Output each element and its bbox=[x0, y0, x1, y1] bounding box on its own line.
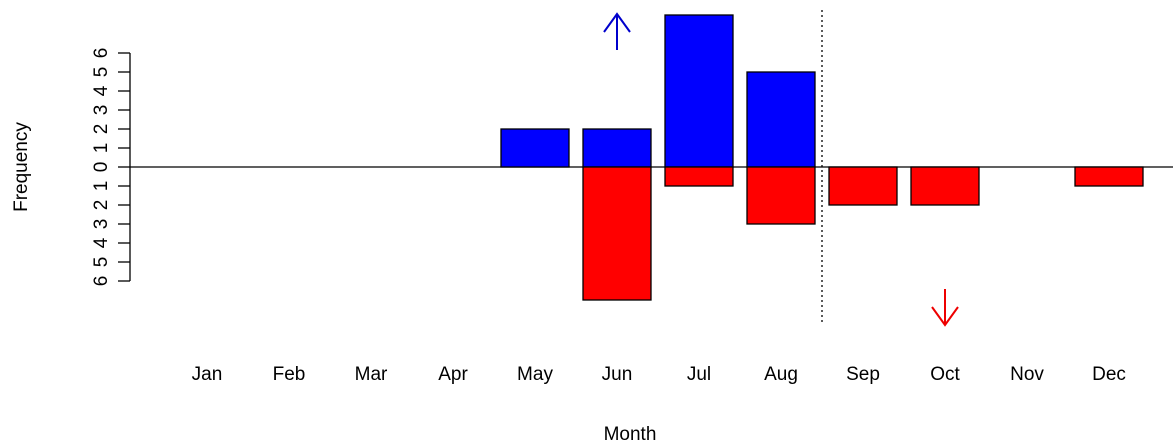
x-tick-label: Jan bbox=[192, 364, 223, 385]
down-arrow bbox=[931, 289, 959, 327]
bar bbox=[746, 71, 816, 168]
x-tick-label: Feb bbox=[273, 364, 306, 385]
x-tick-label: Mar bbox=[355, 364, 388, 385]
x-tick-label: Aug bbox=[764, 364, 798, 385]
x-tick-label: Nov bbox=[1010, 364, 1044, 385]
bar bbox=[582, 166, 652, 301]
x-tick-label: Oct bbox=[930, 364, 960, 385]
bar bbox=[1074, 166, 1144, 187]
bar bbox=[664, 14, 734, 168]
bar bbox=[582, 128, 652, 168]
x-tick-label: Jun bbox=[602, 364, 633, 385]
bar bbox=[664, 166, 734, 187]
y-tick-label: 4 bbox=[91, 85, 112, 96]
y-tick-label: 5 bbox=[91, 67, 112, 78]
y-tick-label: 6 bbox=[91, 276, 112, 287]
y-tick-label: 1 bbox=[91, 143, 112, 154]
y-tick-label: 3 bbox=[91, 219, 112, 230]
up-arrow bbox=[603, 12, 631, 50]
y-axis-label: Frequency bbox=[11, 122, 32, 212]
y-tick-label: 1 bbox=[91, 181, 112, 192]
x-tick-label: May bbox=[517, 364, 553, 385]
x-tick-label: Sep bbox=[846, 364, 880, 385]
y-tick-label: 5 bbox=[91, 257, 112, 268]
y-tick-label: 2 bbox=[91, 200, 112, 211]
bar bbox=[910, 166, 980, 206]
y-tick-label: 0 bbox=[91, 162, 112, 173]
bar bbox=[500, 128, 570, 168]
y-tick-label: 3 bbox=[91, 105, 112, 116]
x-tick-label: Dec bbox=[1092, 364, 1126, 385]
y-tick-label: 2 bbox=[91, 124, 112, 135]
x-axis-label: Month bbox=[604, 424, 657, 445]
bar bbox=[828, 166, 898, 206]
x-tick-label: Jul bbox=[687, 364, 711, 385]
bar bbox=[746, 166, 816, 225]
y-tick-label: 4 bbox=[91, 237, 112, 248]
x-tick-label: Apr bbox=[438, 364, 468, 385]
y-tick-label: 6 bbox=[91, 48, 112, 59]
